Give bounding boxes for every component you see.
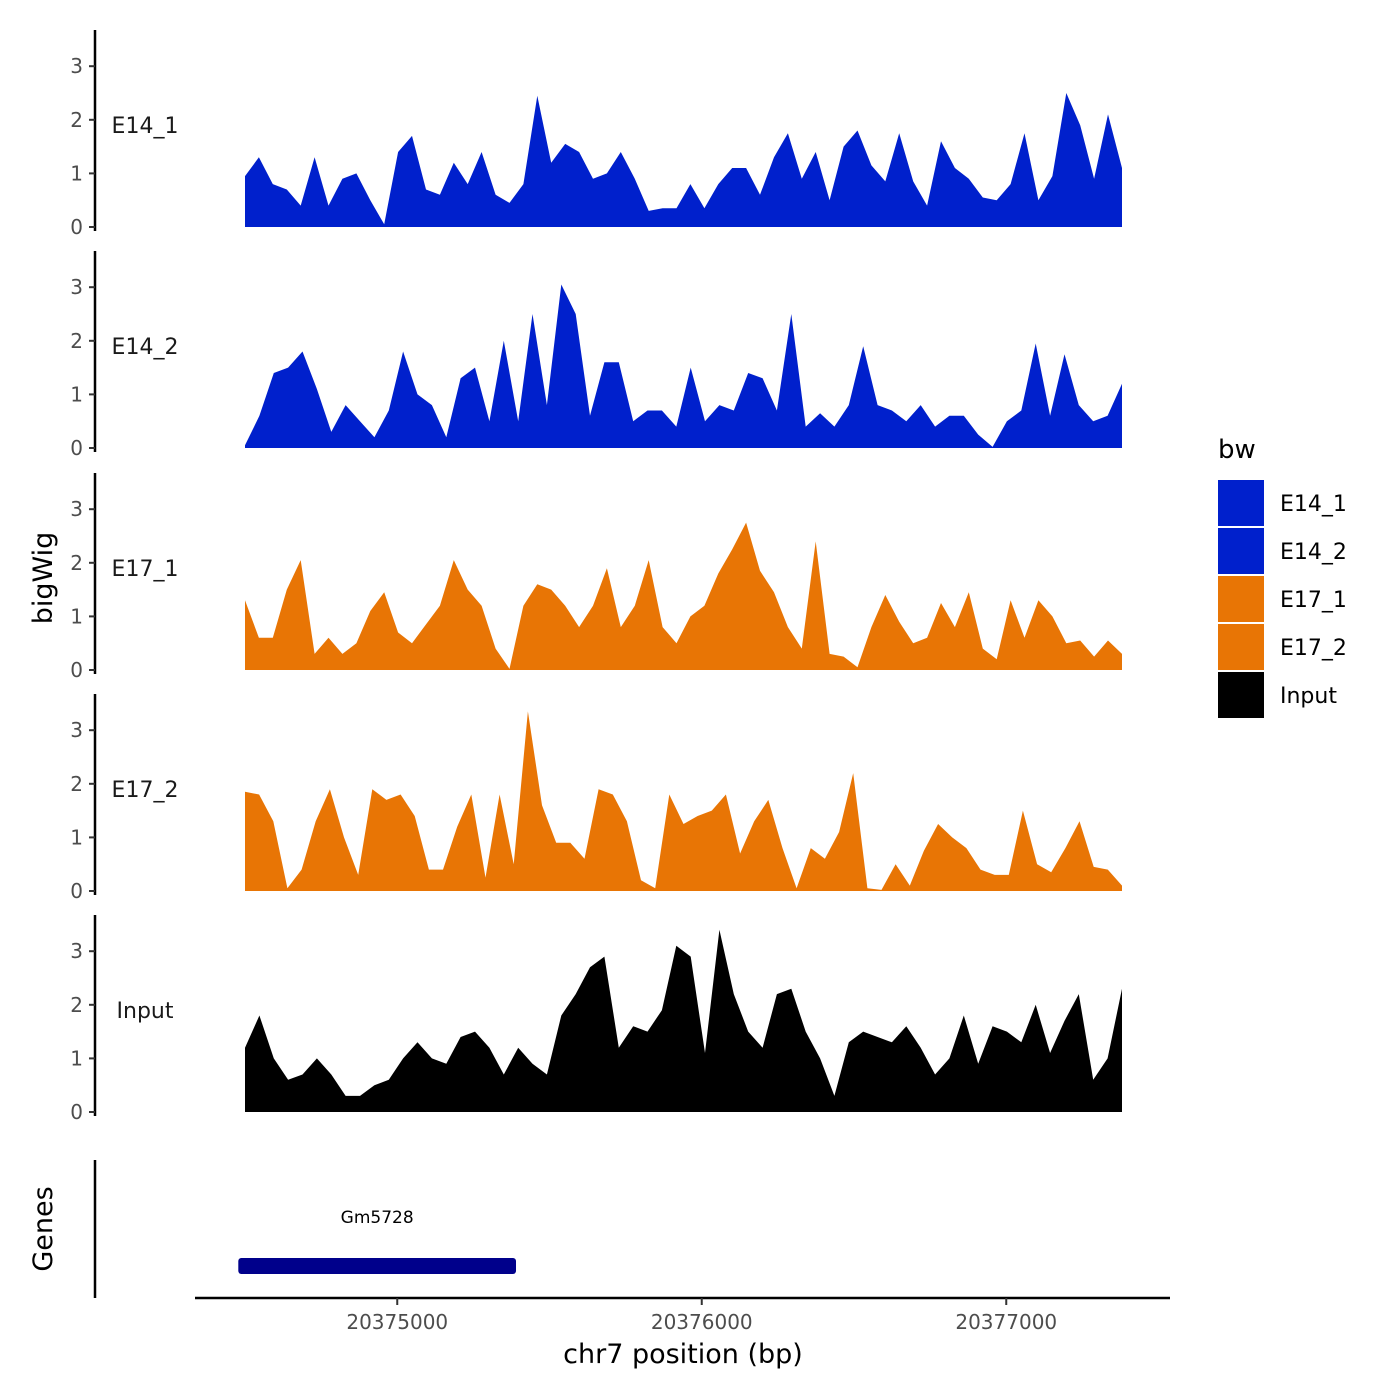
x-tick-label: 20375000: [346, 1310, 448, 1334]
signal-area-e17-1: [245, 522, 1122, 670]
gene-label: Gm5728: [341, 1208, 414, 1228]
y-tick-label: 2: [70, 329, 83, 353]
legend-swatch: [1218, 672, 1264, 718]
track-label: E14_1: [112, 114, 179, 139]
genes-axis-title: Genes: [28, 1186, 59, 1271]
x-tick-label: 20376000: [651, 1310, 753, 1334]
legend-label: E17_1: [1280, 588, 1347, 613]
legend-swatch: [1218, 480, 1264, 526]
y-tick-label: 3: [70, 497, 83, 521]
y-tick-label: 2: [70, 993, 83, 1017]
y-tick-label: 1: [70, 604, 83, 628]
x-tick-label: 20377000: [955, 1310, 1057, 1334]
legend-entry: E17_2: [1218, 624, 1347, 670]
genes-panel: Gm5728: [93, 1160, 517, 1298]
y-tick-label: 2: [70, 108, 83, 132]
y-tick-label: 1: [70, 382, 83, 406]
y-tick-label: 0: [70, 215, 83, 239]
track-e17-2: 0 1 2 3 E17_2: [70, 694, 1122, 903]
signal-area-input: [245, 929, 1122, 1112]
legend-label: Input: [1280, 684, 1337, 709]
track-label: E17_2: [112, 778, 179, 803]
y-tick-label: 3: [70, 54, 83, 78]
y-tick-label: 3: [70, 718, 83, 742]
y-tick-label: 3: [70, 275, 83, 299]
y-tick-label: 0: [70, 879, 83, 903]
y-tick-label: 2: [70, 772, 83, 796]
x-axis: 20375000 20376000 20377000: [195, 1296, 1170, 1334]
legend: bw E14_1 E14_2 E17_1 E17_2 Input: [1218, 435, 1347, 718]
legend-label: E17_2: [1280, 636, 1347, 661]
y-tick-label: 2: [70, 551, 83, 575]
legend-entry: Input: [1218, 672, 1337, 718]
track-label: E17_1: [112, 557, 179, 582]
legend-swatch: [1218, 624, 1264, 670]
y-tick-label: 0: [70, 658, 83, 682]
track-input: 0 1 2 3 Input: [70, 915, 1122, 1124]
legend-entry: E14_1: [1218, 480, 1347, 526]
legend-title: bw: [1218, 435, 1256, 465]
signal-area-e14-2: [245, 284, 1122, 448]
y-tick-label: 3: [70, 939, 83, 963]
track-e17-1: 0 1 2 3 E17_1: [70, 473, 1122, 682]
y-axis-title: bigWig: [28, 532, 59, 625]
track-label: E14_2: [112, 335, 179, 360]
legend-entry: E17_1: [1218, 576, 1347, 622]
legend-label: E14_2: [1280, 540, 1347, 565]
y-tick-label: 1: [70, 161, 83, 185]
y-tick-label: 0: [70, 1100, 83, 1124]
signal-area-e14-1: [245, 93, 1122, 227]
legend-swatch: [1218, 528, 1264, 574]
gene-bar: [238, 1258, 517, 1274]
track-e14-2: 0 1 2 3 E14_2: [70, 251, 1122, 460]
legend-swatch: [1218, 576, 1264, 622]
track-label: Input: [117, 999, 174, 1024]
x-axis-title: chr7 position (bp): [563, 1339, 803, 1370]
y-tick-label: 0: [70, 436, 83, 460]
track-e14-1: 0 1 2 3 E14_1: [70, 30, 1122, 239]
legend-entry: E14_2: [1218, 528, 1347, 574]
signal-area-e17-2: [245, 711, 1122, 891]
y-tick-label: 1: [70, 1046, 83, 1070]
legend-label: E14_1: [1280, 492, 1347, 517]
y-tick-label: 1: [70, 825, 83, 849]
tracks-panel: 0 1 2 3 E14_1 0 1 2 3 E14_2 0 1 2 3 E17_1 0 1 2 3 E17_2 0 1 2 3…: [70, 30, 1122, 1124]
